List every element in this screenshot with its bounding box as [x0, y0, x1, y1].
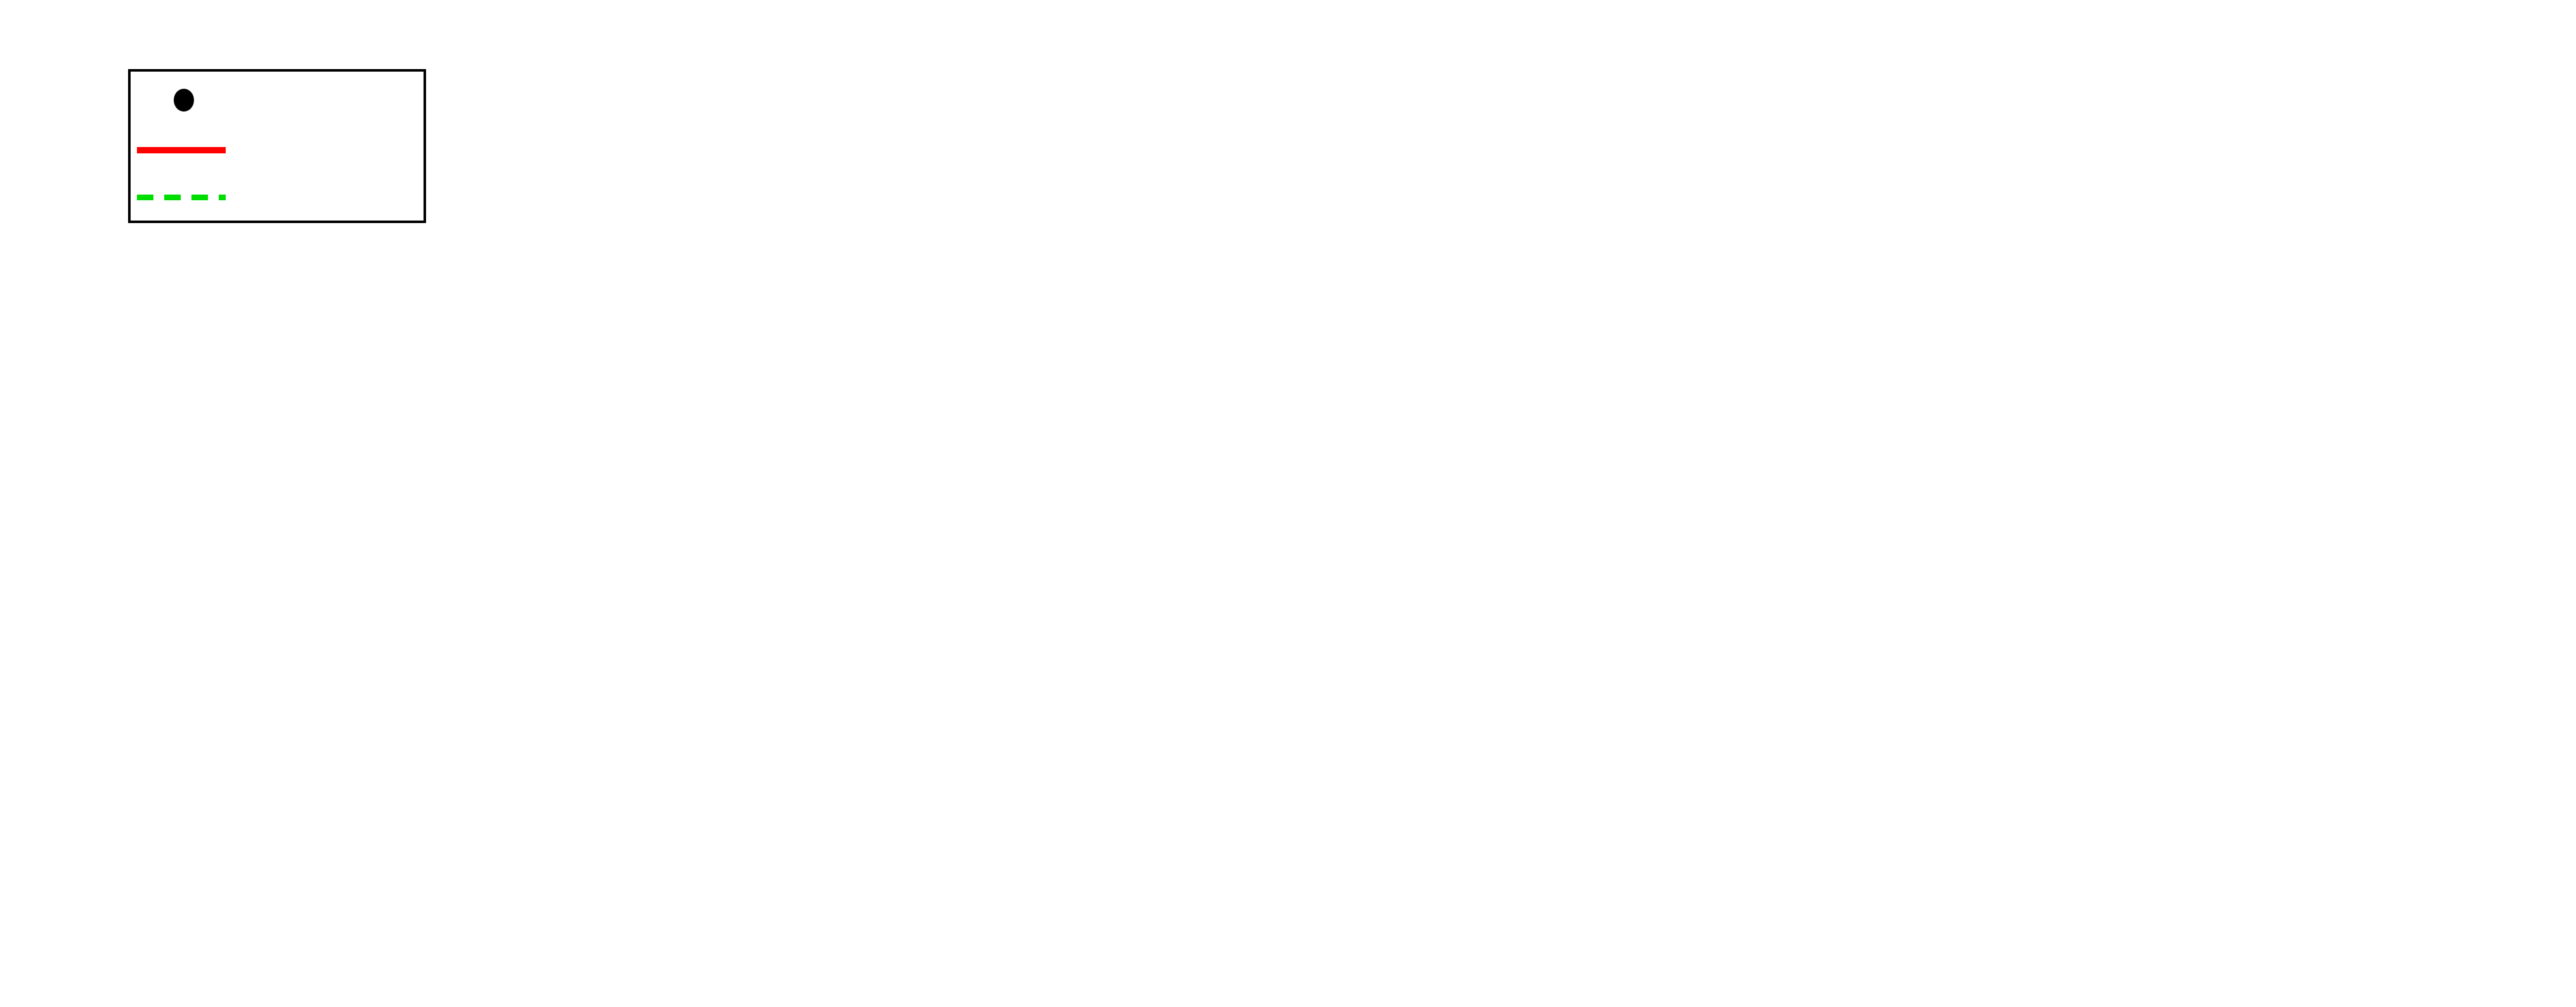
scatter-legend	[128, 69, 426, 223]
red-solid-line-icon	[137, 147, 226, 153]
black-dot-icon	[174, 89, 194, 112]
green-dashed-line-icon	[137, 195, 226, 200]
